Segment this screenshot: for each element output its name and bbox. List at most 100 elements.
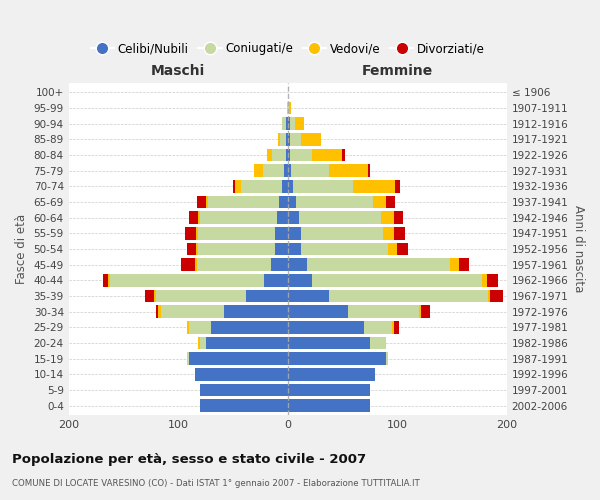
Bar [200,400,287,412]
Bar [254,164,263,177]
Bar [271,258,287,271]
Bar [189,212,198,224]
Bar [194,368,287,381]
Bar [275,227,287,240]
Bar [224,306,287,318]
Bar [189,352,287,365]
Bar [394,321,400,334]
Bar [343,148,344,162]
Bar [161,306,224,318]
Bar [388,242,397,256]
Bar [287,290,329,302]
Bar [196,242,198,256]
Bar [282,118,286,130]
Bar [158,306,161,318]
Bar [200,212,277,224]
Bar [295,118,304,130]
Bar [279,196,287,208]
Bar [290,133,301,146]
Bar [280,133,286,146]
Bar [200,336,206,349]
Bar [373,196,386,208]
Bar [287,321,364,334]
Bar [353,180,395,193]
Bar [287,336,370,349]
Bar [329,164,368,177]
Bar [287,352,386,365]
Bar [282,180,287,193]
Bar [278,133,280,146]
Bar [301,133,320,146]
Bar [287,368,376,381]
Bar [211,321,287,334]
Bar [287,196,296,208]
Bar [197,196,206,208]
Bar [364,321,392,334]
Bar [287,102,289,114]
Bar [397,242,408,256]
Bar [198,212,200,224]
Bar [246,290,287,302]
Bar [482,274,487,287]
Bar [394,212,403,224]
Bar [287,227,301,240]
Bar [287,148,290,162]
Bar [286,148,287,162]
Bar [348,306,419,318]
Bar [263,164,284,177]
Bar [185,227,196,240]
Bar [312,148,343,162]
Bar [287,258,307,271]
Bar [145,290,154,302]
Bar [187,242,196,256]
Bar [233,180,235,193]
Bar [421,306,430,318]
Y-axis label: Fasce di età: Fasce di età [15,214,28,284]
Text: Maschi: Maschi [151,64,205,78]
Bar [108,274,110,287]
Bar [181,258,194,271]
Bar [368,164,370,177]
Bar [450,258,458,271]
Bar [392,321,394,334]
Bar [187,352,189,365]
Bar [206,196,208,208]
Legend: Celibi/Nubili, Coniugati/e, Vedovi/e, Divorziati/e: Celibi/Nubili, Coniugati/e, Vedovi/e, Di… [91,42,485,56]
Bar [287,118,290,130]
Bar [287,306,348,318]
Bar [275,242,287,256]
Bar [458,258,469,271]
Bar [200,384,287,396]
Bar [488,290,490,302]
Bar [395,180,400,193]
Bar [386,352,388,365]
Bar [263,274,287,287]
Bar [383,227,394,240]
Bar [197,258,271,271]
Bar [301,227,383,240]
Bar [329,290,488,302]
Bar [419,306,421,318]
Bar [241,180,282,193]
Bar [272,148,286,162]
Bar [156,290,246,302]
Bar [198,336,200,349]
Bar [198,242,275,256]
Bar [103,274,108,287]
Bar [287,133,290,146]
Bar [386,196,395,208]
Bar [290,118,295,130]
Bar [187,321,189,334]
Bar [267,148,272,162]
Bar [301,242,388,256]
Bar [299,212,381,224]
Bar [154,290,156,302]
Bar [394,227,405,240]
Bar [284,164,287,177]
Bar [289,102,291,114]
Bar [290,148,312,162]
Bar [287,180,293,193]
Bar [286,133,287,146]
Bar [110,274,263,287]
Y-axis label: Anni di nascita: Anni di nascita [572,206,585,293]
